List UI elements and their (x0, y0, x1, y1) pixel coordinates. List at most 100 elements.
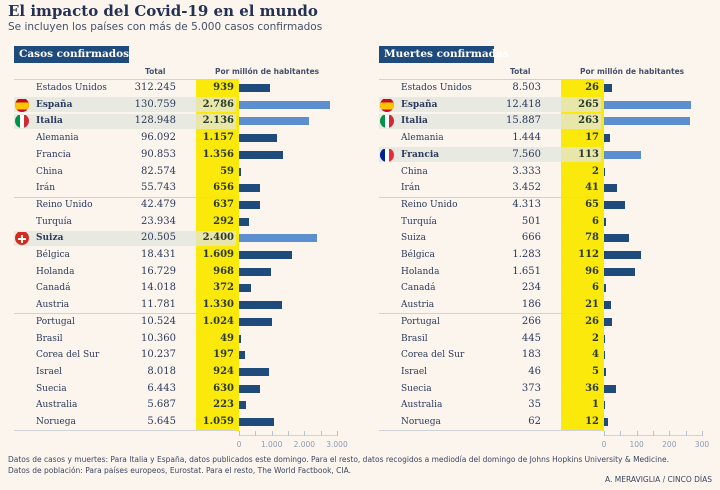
credit: A. MERAVIGLIA / CINCO DÍAS (605, 475, 712, 484)
total-value: 373 (521, 382, 541, 394)
bar (239, 84, 270, 92)
total-value: 12.418 (506, 98, 541, 110)
per-million-value: 41 (585, 182, 599, 194)
chart-title: El impacto del Covid-19 en el mundo (8, 2, 318, 20)
column-header-total: Total (510, 67, 531, 76)
bar (239, 251, 292, 259)
total-value: 130.759 (134, 98, 176, 110)
axis-tick (636, 431, 638, 436)
column-header-total: Total (145, 67, 166, 76)
axis-tick (320, 431, 322, 436)
total-value: 6.443 (147, 382, 176, 394)
per-million-value: 223 (213, 399, 234, 411)
country-name: Corea del Sur (401, 350, 465, 361)
total-value: 5.645 (147, 416, 176, 427)
country-name: Suiza (401, 233, 426, 244)
total-value: 234 (521, 282, 541, 294)
bar (604, 200, 626, 209)
row-highlight (379, 113, 601, 129)
axis-tick (685, 431, 687, 436)
total-value: 266 (521, 315, 541, 327)
bar (239, 184, 261, 193)
bar (604, 267, 636, 276)
per-million-value: 21 (585, 299, 599, 311)
bar (239, 234, 318, 243)
country-name: Suecia (401, 383, 432, 394)
country-name: Turquía (36, 216, 72, 227)
country-name: Estados Unidos (401, 83, 472, 93)
total-value: 10.360 (141, 332, 176, 344)
bar (604, 418, 608, 426)
bar (604, 317, 613, 326)
total-value: 4.313 (512, 198, 541, 210)
total-value: 10.524 (141, 315, 176, 327)
column-header-per-million: Por millón de habitantes (580, 67, 685, 76)
per-million-value: 1.024 (202, 315, 234, 327)
country-name: Holanda (401, 266, 440, 277)
per-million-value: 1.609 (202, 249, 234, 260)
per-million-value: 939 (213, 82, 234, 93)
country-name: Francia (401, 149, 440, 160)
axis-tick (239, 431, 240, 436)
spain-flag-icon (380, 98, 394, 112)
bar (239, 267, 271, 276)
bar (239, 100, 330, 109)
total-value: 1.651 (512, 265, 541, 277)
per-million-value: 59 (220, 165, 234, 177)
axis-tick-label: 2.000 (293, 440, 316, 449)
total-value: 42.479 (141, 198, 176, 210)
bar (604, 84, 613, 92)
country-name: Portugal (36, 316, 75, 327)
per-million-value: 1 (592, 399, 599, 411)
total-value: 46 (528, 365, 541, 377)
total-value: 90.853 (141, 148, 176, 160)
country-name: Reino Unido (36, 199, 93, 210)
note-sources-data: Datos de casos y muertes: Para Italia y … (8, 455, 669, 464)
country-name: España (36, 99, 73, 110)
total-value: 82.574 (141, 165, 176, 177)
per-million-value: 2 (592, 332, 599, 344)
axis-tick (702, 431, 703, 436)
bar (239, 401, 247, 410)
country-name: China (401, 166, 428, 177)
per-million-value: 4 (592, 349, 599, 361)
separator-rule (14, 313, 236, 315)
per-million-value: 197 (213, 349, 234, 361)
value-band (561, 79, 604, 431)
bar (239, 351, 246, 360)
per-million-value: 26 (585, 315, 599, 327)
separator-rule (14, 196, 236, 198)
per-million-value: 49 (220, 332, 234, 344)
country-name: Estados Unidos (36, 83, 107, 93)
bar (604, 284, 606, 293)
axis-tick (653, 431, 654, 436)
country-name: Bélgica (36, 250, 70, 260)
country-name: China (36, 166, 63, 177)
per-million-value: 265 (578, 98, 599, 110)
total-value: 666 (521, 232, 541, 244)
country-name: Francia (36, 149, 71, 160)
bar (604, 134, 610, 143)
bar (239, 167, 241, 176)
total-value: 15.887 (506, 115, 541, 127)
axis-tick-label: 0 (601, 440, 607, 449)
bar (239, 418, 274, 426)
bar (604, 150, 641, 159)
per-million-value: 113 (578, 148, 599, 160)
country-name: Noruega (401, 417, 441, 427)
bar (604, 351, 606, 360)
per-million-value: 12 (585, 416, 599, 427)
country-name: España (401, 99, 438, 110)
bar (604, 384, 616, 393)
total-value: 18.431 (141, 249, 176, 260)
axis-tick (620, 431, 622, 436)
bar (604, 334, 605, 343)
axis-tick-label: 100 (629, 440, 644, 449)
bar (604, 217, 606, 226)
per-million-value: 26 (585, 82, 599, 93)
total-value: 183 (521, 349, 541, 361)
bar (239, 150, 284, 159)
per-million-value: 2.400 (202, 232, 234, 244)
per-million-value: 656 (213, 182, 234, 194)
axis-tick (669, 431, 671, 436)
